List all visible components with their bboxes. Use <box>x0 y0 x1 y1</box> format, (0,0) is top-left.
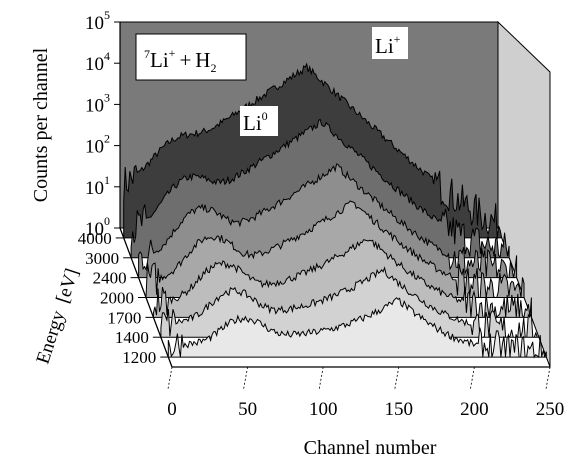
annotation-mass: 7 <box>144 47 150 61</box>
y-tick-base: 10 <box>85 137 104 158</box>
y-tick-exp: 3 <box>104 90 110 104</box>
spectra-layer <box>123 62 547 359</box>
x-tick-label: 0 <box>167 399 177 420</box>
x-tick-guide <box>394 366 400 390</box>
peak-label-li0-bg <box>240 106 278 136</box>
y-tick-exp: 1 <box>104 173 110 187</box>
x-tick-guide <box>545 366 551 390</box>
y-tick-label: 102 <box>85 132 110 158</box>
y-tick-label: 104 <box>85 49 110 75</box>
x-tick-group: 0 50 100 150 200 250 <box>167 366 565 420</box>
y-tick-exp: 0 <box>104 214 110 228</box>
y-tick-exp: 5 <box>104 8 110 22</box>
z-tick-label: 2400 <box>93 269 127 288</box>
y-axis-label: Counts per channel <box>30 47 52 202</box>
y-tick-base: 10 <box>85 13 104 34</box>
y-tick-label: 105 <box>85 8 110 34</box>
x-tick-label: 50 <box>238 399 257 420</box>
annotation-text: 7Li+ + H2 <box>144 46 216 75</box>
z-tick-label: 1400 <box>115 328 149 347</box>
peak-label-liplus-base: Li <box>375 34 394 58</box>
x-tick-guide <box>318 366 324 390</box>
z-tick-label: 1200 <box>122 348 156 367</box>
annotation-ion-charge: + <box>169 46 176 60</box>
y-tick-base: 10 <box>85 219 104 240</box>
y-tick-exp: 2 <box>104 132 110 146</box>
z-axis-label: Energy [eV] <box>33 266 84 366</box>
y-tick-base: 10 <box>85 178 104 199</box>
y-tick-base: 10 <box>85 54 104 75</box>
y-tick-label: 101 <box>85 173 110 199</box>
x-tick-label: 250 <box>536 399 565 420</box>
annotation-box <box>135 33 247 81</box>
y-tick-base: 10 <box>85 95 104 116</box>
annotation-gas: H <box>195 48 210 72</box>
x-tick-label: 200 <box>460 399 489 420</box>
series-area-1400 <box>160 266 539 338</box>
series-area-1200 <box>167 297 547 359</box>
peak-label-li0-sup: 0 <box>262 109 268 123</box>
z-tick-label: 1700 <box>107 308 141 327</box>
x-tick-guide <box>470 366 475 390</box>
x-tick-guide <box>243 366 248 390</box>
annotation-plus: + <box>179 48 191 72</box>
x-axis-label: Channel number <box>304 437 437 459</box>
z-tick-label: 4000 <box>78 229 112 248</box>
y-tick-exp: 4 <box>104 49 110 63</box>
annotation-gas-sub: 2 <box>210 61 216 75</box>
x-tick-guide <box>167 366 173 390</box>
peak-label-liplus-bg <box>372 27 408 59</box>
peak-label-li0-base: Li <box>243 111 262 135</box>
peak-label-liplus-sup: + <box>394 32 401 46</box>
peak-label-li0: Li0 <box>243 109 268 135</box>
z-tick-label: 3000 <box>85 249 119 268</box>
peak-label-liplus: Li+ <box>375 32 401 58</box>
x-tick-label: 100 <box>309 399 338 420</box>
y-tick-label: 100 <box>85 214 110 240</box>
y-tick-label: 103 <box>85 90 110 116</box>
z-tick-label: 2000 <box>100 289 134 308</box>
annotation-ion: Li <box>150 48 169 72</box>
x-tick-label: 150 <box>385 399 414 420</box>
